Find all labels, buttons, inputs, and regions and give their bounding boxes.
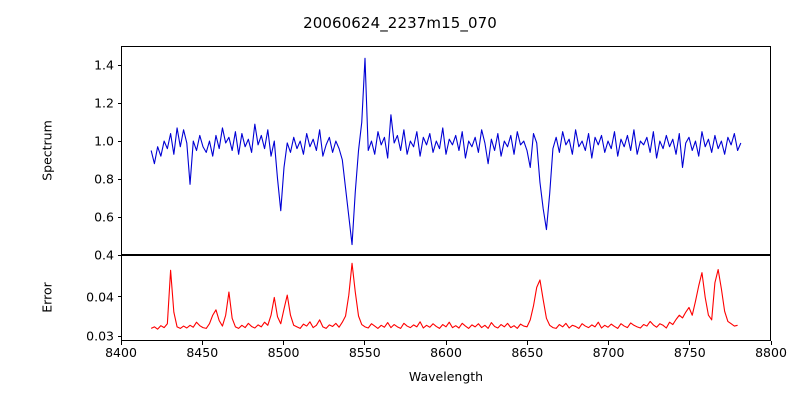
x-tick-label-8450: 8450	[186, 345, 219, 360]
y-tick-mark-bot-0.03	[117, 335, 121, 337]
y-tick-label-bot-0.04: 0.04	[86, 289, 114, 305]
x-tick-mark-8600	[445, 341, 447, 345]
x-tick-mark-8400	[120, 341, 122, 345]
x-tick-label-8800: 8800	[755, 345, 787, 360]
x-tick-label-8500: 8500	[267, 345, 300, 360]
x-tick-label-8750: 8750	[673, 345, 706, 360]
error-panel-line	[151, 263, 737, 329]
y-tick-mark-top-0.6	[117, 216, 121, 218]
error-plot-area	[122, 256, 770, 340]
x-tick-mark-8550	[364, 341, 366, 345]
error-axes	[121, 255, 771, 341]
y-tick-label-top-1.0: 1.0	[94, 133, 114, 149]
x-tick-label-8550: 8550	[348, 345, 381, 360]
spectrum-axes	[121, 46, 771, 255]
x-axis-title: Wavelength	[408, 369, 484, 384]
y-tick-label-top-0.6: 0.6	[94, 209, 114, 225]
y-tick-mark-top-0.4	[117, 254, 121, 256]
x-tick-mark-8500	[283, 341, 285, 345]
y-tick-label-top-0.4: 0.4	[94, 247, 114, 263]
y-tick-mark-top-1.2	[117, 102, 121, 104]
figure-title: 20060624_2237m15_070	[303, 14, 497, 32]
y-axis-title-error: Error	[39, 282, 55, 313]
y-tick-label-bot-0.03: 0.03	[86, 328, 114, 344]
y-tick-mark-bot-0.04	[117, 296, 121, 298]
spectrum-plot-area	[122, 47, 770, 254]
y-tick-label-top-1.2: 1.2	[94, 95, 114, 111]
y-axis-title-spectrum: Spectrum	[39, 120, 55, 181]
y-tick-mark-top-0.8	[117, 178, 121, 180]
x-tick-mark-8800	[770, 341, 772, 345]
x-tick-mark-8650	[526, 341, 528, 345]
y-tick-mark-top-1.4	[117, 64, 121, 66]
x-tick-label-8600: 8600	[430, 345, 462, 360]
x-tick-label-8400: 8400	[105, 345, 137, 360]
x-tick-mark-8750	[689, 341, 691, 345]
x-tick-mark-8450	[201, 341, 203, 345]
x-tick-label-8700: 8700	[592, 345, 625, 360]
spectrum-panel-line	[151, 58, 741, 244]
y-tick-mark-top-1.0	[117, 140, 121, 142]
x-tick-label-8650: 8650	[511, 345, 544, 360]
y-tick-label-top-0.8: 0.8	[94, 171, 114, 187]
x-tick-mark-8700	[608, 341, 610, 345]
y-tick-label-top-1.4: 1.4	[94, 57, 114, 73]
